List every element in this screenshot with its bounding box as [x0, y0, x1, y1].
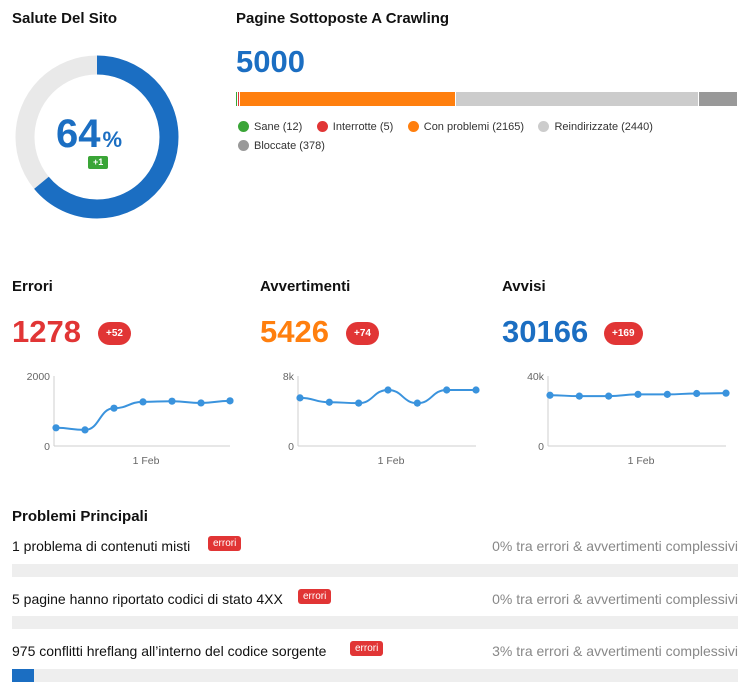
problem-item-4xx[interactable]: 5 pagine hanno riportato codici di stato… — [12, 591, 283, 607]
y-tick-label: 8k — [283, 371, 295, 383]
problem-progress-bar — [12, 564, 738, 577]
crawl-bar-segment-bloccate[interactable] — [699, 92, 737, 106]
crawl-bar-segment-con-problemi[interactable] — [239, 92, 455, 106]
y-tick-label: 0 — [538, 441, 544, 453]
problem-item-mixed-content[interactable]: 1 problema di contenuti misti — [12, 538, 191, 554]
progress-fill — [12, 669, 34, 682]
data-point — [384, 386, 392, 394]
data-point — [325, 398, 333, 406]
problem-percentage: 0% tra errori & avvertimenti complessivi — [492, 591, 738, 607]
errors-title: Errori — [12, 278, 53, 295]
legend-dot-gray — [238, 140, 249, 151]
data-point — [197, 399, 205, 407]
crawled-pages-title: Pagine Sottoposte A Crawling — [236, 10, 450, 27]
y-tick-label: 0 — [288, 441, 294, 453]
y-tick-label: 0 — [44, 441, 50, 453]
crawl-bar-segment-interrotte[interactable] — [238, 92, 239, 106]
errors-count[interactable]: 1278 — [12, 314, 81, 349]
health-unit: % — [102, 127, 123, 152]
errors-tag: errori — [208, 536, 242, 551]
data-point — [139, 398, 147, 406]
legend-reindirizzate[interactable]: Reindirizzate (2440) — [538, 121, 653, 133]
crawl-bar-segment-reindirizzate[interactable] — [455, 92, 699, 106]
health-percent: 64 — [56, 112, 101, 156]
data-point — [634, 390, 642, 398]
data-point — [722, 389, 730, 397]
crawl-legend: Sane (12) Interrotte (5) Con problemi (2… — [238, 119, 738, 156]
errors-tag: errori — [298, 589, 332, 604]
health-delta-badge: +1 — [88, 156, 109, 169]
data-point — [663, 390, 671, 398]
warnings-delta-badge: +74 — [346, 322, 379, 345]
legend-dot-lightgray — [538, 121, 550, 132]
x-tick-label: 1 Feb — [133, 455, 160, 467]
x-tick-label: 1 Feb — [378, 455, 405, 467]
notices-title: Avvisi — [502, 278, 546, 295]
crawl-status-bar[interactable] — [236, 92, 738, 106]
warnings-title: Avvertimenti — [260, 278, 351, 295]
legend-bloccate[interactable]: Bloccate (378) — [238, 140, 325, 152]
data-point — [472, 386, 480, 394]
data-point — [693, 389, 701, 398]
warnings-trend-chart[interactable]: 0 8k 1 Feb — [250, 366, 500, 471]
data-point — [605, 392, 613, 400]
crawled-pages-total[interactable]: 5000 — [236, 44, 305, 79]
data-point — [168, 397, 176, 405]
data-point — [575, 392, 583, 400]
top-problems-title: Problemi Principali — [12, 508, 148, 525]
legend-interrotte[interactable]: Interrotte (5) — [316, 121, 393, 133]
problem-item-hreflang[interactable]: 975 conflitti hreflang all’interno del c… — [12, 643, 327, 659]
legend-sane[interactable]: Sane (12) — [238, 121, 302, 133]
crawl-bar-segment-sane[interactable] — [236, 92, 238, 106]
data-point — [81, 426, 89, 434]
data-point — [546, 391, 554, 399]
health-value: 64% — [56, 112, 122, 157]
problem-progress-bar — [12, 669, 738, 682]
data-point — [413, 399, 421, 407]
y-tick-label: 2000 — [27, 371, 51, 383]
health-donut[interactable] — [12, 52, 182, 222]
data-point — [226, 397, 234, 405]
errors-delta-badge: +52 — [98, 322, 131, 345]
notices-count[interactable]: 30166 — [502, 314, 589, 349]
data-point — [443, 386, 451, 394]
data-point — [52, 424, 60, 432]
donut-arc — [15, 55, 179, 219]
problem-percentage: 3% tra errori & avvertimenti complessivi — [492, 643, 738, 659]
warnings-count[interactable]: 5426 — [260, 314, 329, 349]
errors-tag: errori — [350, 641, 384, 656]
problem-percentage: 0% tra errori & avvertimenti complessivi — [492, 538, 738, 554]
legend-dot-orange — [407, 121, 419, 132]
notices-delta-badge: +169 — [604, 322, 643, 345]
problem-progress-bar — [12, 616, 738, 629]
data-point — [296, 394, 304, 402]
legend-con-problemi[interactable]: Con problemi (2165) — [407, 121, 524, 133]
legend-dot-red — [316, 121, 328, 132]
errors-trend-chart[interactable]: 0 2000 1 Feb — [0, 366, 250, 471]
legend-dot-green — [238, 121, 249, 132]
y-tick-label: 40k — [527, 371, 545, 383]
notices-trend-chart[interactable]: 0 40k 1 Feb — [500, 366, 750, 471]
site-health-title: Salute Del Sito — [12, 10, 118, 27]
data-point — [110, 404, 118, 412]
data-point — [355, 399, 363, 407]
x-tick-label: 1 Feb — [628, 455, 655, 467]
